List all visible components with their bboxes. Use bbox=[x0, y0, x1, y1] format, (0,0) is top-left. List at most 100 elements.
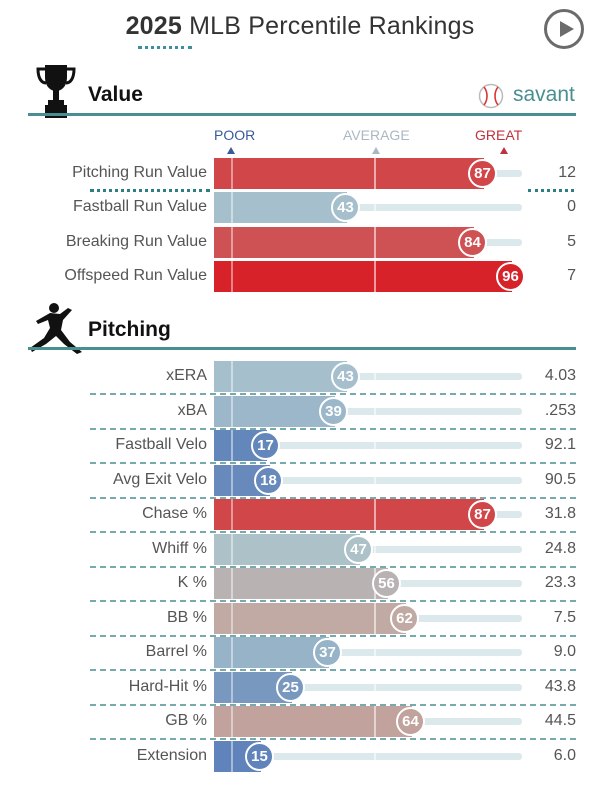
percentile-badge: 96 bbox=[496, 262, 525, 291]
average-gridline bbox=[374, 396, 376, 427]
average-gridline bbox=[374, 499, 376, 530]
metric-row[interactable]: Fastball Run Value 43 0 bbox=[0, 192, 600, 223]
percentile-bar bbox=[214, 637, 329, 668]
percentile-badge: 18 bbox=[254, 466, 283, 495]
section-title-pitching: Pitching bbox=[88, 318, 171, 341]
metric-row[interactable]: Barrel % 37 9.0 bbox=[0, 637, 600, 668]
bar-track bbox=[215, 408, 522, 415]
metric-row[interactable]: K % 56 23.3 bbox=[0, 568, 600, 599]
metric-row[interactable]: Breaking Run Value 84 5 bbox=[0, 227, 600, 258]
poor-gridline bbox=[231, 465, 233, 496]
row-separator bbox=[90, 497, 576, 499]
percentile-bar bbox=[214, 603, 406, 634]
metric-row[interactable]: Chase % 87 31.8 bbox=[0, 499, 600, 530]
poor-gridline bbox=[231, 706, 233, 737]
metric-row[interactable]: GB % 64 44.5 bbox=[0, 706, 600, 737]
metric-label: Chase % bbox=[142, 505, 207, 522]
poor-gridline bbox=[231, 227, 233, 258]
average-gridline bbox=[374, 741, 376, 772]
metric-row[interactable]: Whiff % 47 24.8 bbox=[0, 534, 600, 565]
scale-great-label: GREAT bbox=[475, 127, 523, 143]
row-separator bbox=[90, 566, 576, 568]
poor-gridline bbox=[231, 499, 233, 530]
metric-value: 5 bbox=[567, 233, 576, 250]
poor-gridline bbox=[231, 430, 233, 461]
scale-average-label: AVERAGE bbox=[343, 127, 410, 143]
metric-value: 43.8 bbox=[544, 678, 576, 695]
percentile-bar bbox=[214, 261, 512, 292]
poor-gridline bbox=[231, 741, 233, 772]
row-separator bbox=[90, 669, 576, 671]
metric-row[interactable]: Avg Exit Velo 18 90.5 bbox=[0, 465, 600, 496]
metric-value: 23.3 bbox=[544, 574, 576, 591]
percentile-badge: 56 bbox=[372, 569, 401, 598]
metric-row[interactable]: Offspeed Run Value 96 7 bbox=[0, 261, 600, 292]
row-separator bbox=[90, 635, 576, 637]
average-gridline bbox=[374, 465, 376, 496]
average-gridline bbox=[374, 227, 376, 258]
percentile-bar bbox=[214, 158, 484, 189]
percentile-badge: 84 bbox=[458, 228, 487, 257]
poor-gridline bbox=[231, 192, 233, 223]
poor-gridline bbox=[231, 568, 233, 599]
metric-label: K % bbox=[177, 574, 207, 591]
play-button[interactable] bbox=[544, 9, 584, 49]
percentile-badge: 17 bbox=[251, 431, 280, 460]
row-separator bbox=[90, 531, 576, 533]
row-separator bbox=[90, 428, 576, 430]
percentile-bar bbox=[214, 361, 347, 392]
metric-label: Extension bbox=[136, 747, 207, 764]
average-gridline bbox=[374, 430, 376, 461]
percentile-badge: 43 bbox=[331, 362, 360, 391]
metric-value: 9.0 bbox=[553, 643, 576, 660]
row-separator bbox=[90, 704, 576, 706]
metric-label: Offspeed Run Value bbox=[64, 267, 207, 284]
bar-track bbox=[215, 442, 522, 449]
average-gridline bbox=[374, 361, 376, 392]
average-gridline bbox=[374, 534, 376, 565]
poor-gridline bbox=[231, 261, 233, 292]
metric-value: 90.5 bbox=[544, 471, 576, 488]
average-gridline bbox=[374, 261, 376, 292]
scale-poor-marker bbox=[227, 147, 235, 154]
title-text: MLB Percentile Rankings bbox=[181, 12, 475, 40]
metric-label: Fastball Run Value bbox=[73, 198, 207, 215]
percentile-badge: 62 bbox=[390, 604, 419, 633]
savant-text: savant bbox=[513, 83, 575, 106]
metric-value: .253 bbox=[544, 402, 576, 419]
poor-gridline bbox=[231, 361, 233, 392]
percentile-badge: 64 bbox=[396, 707, 425, 736]
metric-value: 4.03 bbox=[544, 367, 576, 384]
metric-row[interactable]: Fastball Velo 17 92.1 bbox=[0, 430, 600, 461]
metric-row[interactable]: Pitching Run Value 87 12 bbox=[0, 158, 600, 189]
metric-row[interactable]: xBA 39 .253 bbox=[0, 396, 600, 427]
title-underline bbox=[138, 46, 192, 49]
metric-label: Pitching Run Value bbox=[72, 164, 207, 181]
bar-track bbox=[215, 373, 522, 380]
bar-track bbox=[215, 477, 522, 484]
pitcher-icon bbox=[30, 303, 82, 354]
metric-value: 12 bbox=[558, 164, 576, 181]
bar-track bbox=[215, 649, 522, 656]
poor-gridline bbox=[231, 637, 233, 668]
metric-label: Avg Exit Velo bbox=[113, 471, 207, 488]
row-separator bbox=[90, 600, 576, 602]
metric-row[interactable]: Extension 15 6.0 bbox=[0, 741, 600, 772]
metric-label: BB % bbox=[166, 609, 207, 626]
metric-row[interactable]: xERA 43 4.03 bbox=[0, 361, 600, 392]
metric-label: Barrel % bbox=[145, 643, 207, 660]
percentile-badge: 87 bbox=[468, 159, 497, 188]
metric-label: xBA bbox=[177, 402, 207, 419]
average-gridline bbox=[374, 637, 376, 668]
poor-gridline bbox=[231, 534, 233, 565]
average-gridline bbox=[374, 603, 376, 634]
percentile-badge: 25 bbox=[276, 673, 305, 702]
percentile-badge: 47 bbox=[344, 535, 373, 564]
poor-gridline bbox=[231, 396, 233, 427]
row-separator bbox=[90, 738, 576, 740]
metric-row[interactable]: Hard-Hit % 25 43.8 bbox=[0, 672, 600, 703]
poor-gridline bbox=[231, 603, 233, 634]
metric-value: 7 bbox=[567, 267, 576, 284]
metric-row[interactable]: BB % 62 7.5 bbox=[0, 603, 600, 634]
average-gridline bbox=[374, 192, 376, 223]
